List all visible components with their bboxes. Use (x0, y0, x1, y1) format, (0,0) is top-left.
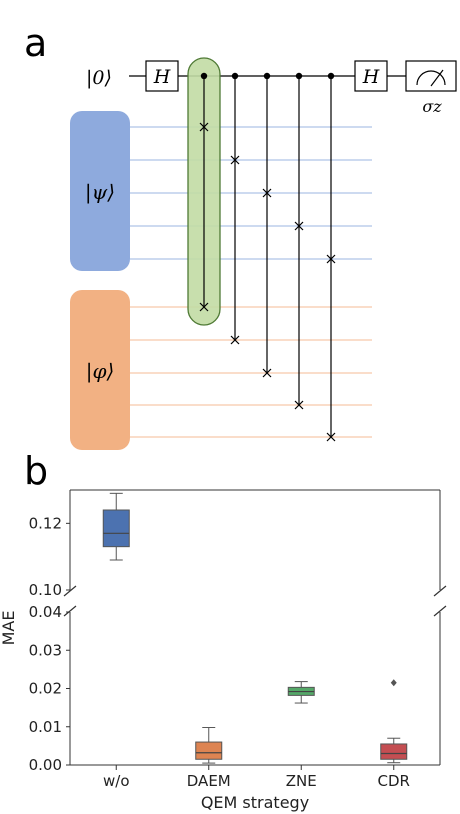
psi-wires (130, 126, 372, 260)
y-tick-label-upper-0: 0.10 (29, 581, 62, 599)
swap-target-psi-0 (199, 122, 209, 132)
x-tick-label-0: w/o (103, 772, 130, 790)
x-tick-label-3: CDR (378, 772, 410, 790)
swap-target-phi-3 (294, 400, 304, 410)
box-w/o (102, 492, 130, 561)
boxes (102, 492, 408, 764)
control-dot-2 (263, 72, 271, 80)
swap-target-phi-0 (199, 302, 209, 312)
register-phi-block (70, 290, 130, 450)
panel-a: a |0⟩ |ψ⟩ |φ⟩ H H σz (24, 21, 457, 450)
box-body (102, 509, 130, 548)
swap-target-phi-1 (230, 335, 240, 345)
y-tick-label-lower-4: 0.04 (29, 603, 62, 621)
measurement-gate: σz (405, 60, 457, 116)
register-psi-label: |ψ⟩ (85, 180, 115, 205)
panel-a-letter: a (24, 21, 47, 65)
panel-b-letter: b (24, 449, 48, 493)
control-dot-4 (327, 72, 335, 80)
y-tick-label-lower-3: 0.03 (29, 641, 62, 659)
box-DAEM (195, 727, 223, 764)
swap-target-psi-2 (262, 188, 272, 198)
box-ZNE (287, 681, 315, 704)
box-body (195, 741, 223, 760)
swap-target-psi-1 (230, 155, 240, 165)
controlled-swaps (199, 72, 336, 442)
hadamard-gate-1: H (145, 60, 179, 92)
outlier-0 (390, 679, 397, 687)
x-tick-label-2: ZNE (286, 772, 317, 790)
x-axis-title: QEM strategy (201, 793, 309, 812)
ancilla-label: |0⟩ (86, 67, 112, 89)
y-tick-label-lower-1: 0.01 (29, 718, 62, 736)
upper-axes (69, 489, 441, 590)
meter-icon (416, 70, 446, 86)
swap-target-phi-4 (326, 432, 336, 442)
phi-wires (130, 306, 372, 438)
register-psi-block (70, 111, 130, 271)
x-ticks: w/o DAEM ZNE CDR (103, 765, 410, 790)
hadamard-gate-2: H (354, 60, 388, 92)
y-tick-label-lower-0: 0.00 (29, 756, 62, 774)
swap-target-psi-4 (326, 254, 336, 264)
panel-b: b 0.10 0.12 0.00 0.01 0.02 0.03 0.04 w/o DAEM ZN… (0, 449, 447, 812)
box-body (380, 743, 408, 760)
lower-axes (69, 612, 441, 766)
y-ticks: 0.10 0.12 0.00 0.01 0.02 0.03 0.04 (29, 514, 70, 774)
hadamard-gate-1-label: H (153, 66, 171, 88)
y-axis-title: MAE (0, 611, 18, 646)
control-dot-3 (295, 72, 303, 80)
control-dot-1 (231, 72, 239, 80)
measure-label: σz (422, 97, 442, 116)
box-CDR (380, 679, 408, 764)
swap-target-phi-2 (262, 368, 272, 378)
hadamard-gate-2-label: H (362, 66, 380, 88)
register-phi-label: |φ⟩ (86, 359, 115, 384)
control-dot-0 (200, 72, 208, 80)
swap-target-psi-3 (294, 221, 304, 231)
meter-needle-icon (430, 69, 444, 87)
axis-break-marks (63, 585, 447, 617)
x-tick-label-1: DAEM (187, 772, 231, 790)
y-tick-label-lower-2: 0.02 (29, 680, 62, 698)
y-tick-label-upper-1: 0.12 (29, 514, 62, 532)
